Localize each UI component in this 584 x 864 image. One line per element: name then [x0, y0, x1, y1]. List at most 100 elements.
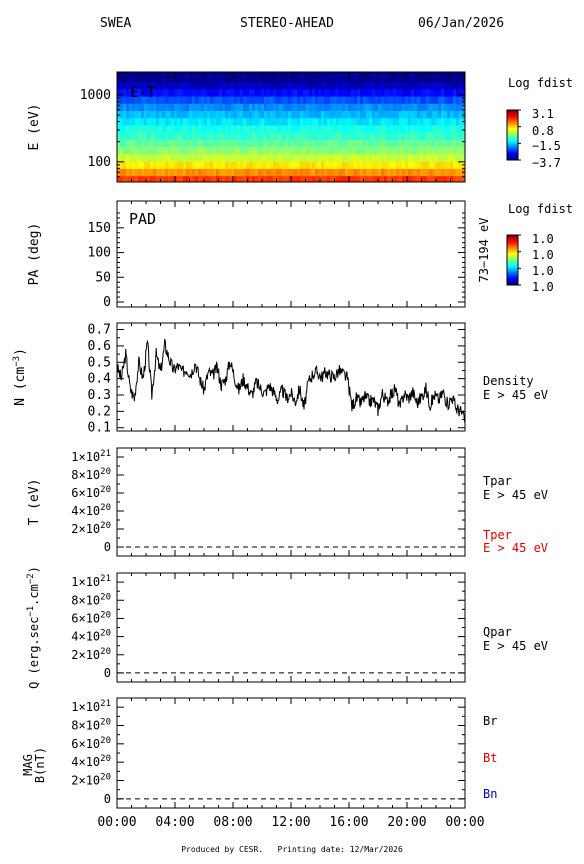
- energy-colorbar-label-2: −1.5: [532, 139, 561, 153]
- spectrogram-cell: [390, 168, 394, 177]
- spectrogram-cell: [222, 117, 226, 126]
- spectrogram-cell: [153, 132, 157, 140]
- spectrogram-cell: [372, 175, 376, 183]
- spectrogram-cell: [423, 139, 427, 148]
- spectrogram-cell: [129, 161, 133, 169]
- density-axis-label: N (cm−3): [12, 348, 28, 406]
- energy-colorbar-step: [507, 152, 518, 154]
- spectrogram-cell: [123, 72, 127, 83]
- spectrogram-cell: [372, 161, 376, 169]
- spectrogram-cell: [366, 132, 370, 140]
- spectrogram-cell: [405, 125, 409, 133]
- spectrogram-cell: [444, 132, 448, 140]
- spectrogram-cell: [420, 146, 424, 155]
- spectrogram-cell: [186, 103, 190, 112]
- spectrogram-cell: [423, 146, 427, 155]
- spectrogram-cell: [168, 81, 172, 90]
- spectrogram-cell: [120, 168, 124, 177]
- spectrogram-cell: [399, 161, 403, 169]
- spectrogram-cell: [144, 125, 148, 133]
- spectrogram-cell: [408, 132, 412, 140]
- spectrogram-cell: [252, 161, 256, 169]
- spectrogram-cell: [192, 168, 196, 177]
- spectrogram-cell: [396, 72, 400, 83]
- spectrogram-cell: [429, 110, 433, 119]
- spectrogram-cell: [363, 96, 367, 104]
- spectrogram-cell: [153, 81, 157, 90]
- heat-flux-tick-label-3: 6×1020: [71, 610, 111, 625]
- spectrogram-cell: [126, 88, 130, 97]
- spectrogram-cell: [384, 161, 388, 169]
- spectrogram-cell: [390, 153, 394, 162]
- spectrogram-cell: [129, 132, 133, 140]
- spectrogram-cell: [333, 146, 337, 155]
- spectrogram-cell: [363, 146, 367, 155]
- spectrogram-cell: [342, 103, 346, 112]
- spectrogram-cell: [270, 88, 274, 97]
- spectrogram-cell: [345, 72, 349, 83]
- spectrogram-cell: [312, 88, 316, 97]
- spectrogram-cell: [318, 110, 322, 119]
- spectrogram-cell: [381, 161, 385, 169]
- spectrogram-cell: [348, 139, 352, 148]
- spectrogram-cell: [243, 117, 247, 126]
- spectrogram-cell: [450, 132, 454, 140]
- spectrogram-cell: [225, 103, 229, 112]
- spectrogram-cell: [141, 175, 145, 183]
- heat-flux-frame: [116, 572, 466, 683]
- spectrogram-cell: [462, 96, 466, 104]
- spectrogram-cell: [306, 72, 310, 83]
- spectrogram-cell: [177, 96, 181, 104]
- energy-colorbar-step: [507, 135, 518, 137]
- spectrogram-cell: [291, 153, 295, 162]
- spectrogram-cell: [144, 168, 148, 177]
- spectrogram-cell: [435, 96, 439, 104]
- spectrogram-cell: [150, 168, 154, 177]
- spectrogram-cell: [138, 153, 142, 162]
- time-tick-label-2: 08:00: [213, 815, 252, 830]
- spectrogram-cell: [120, 139, 124, 148]
- spectrogram-cell: [210, 153, 214, 162]
- spectrogram-cell: [342, 146, 346, 155]
- spectrogram-cell: [432, 161, 436, 169]
- spectrogram-cell: [177, 88, 181, 97]
- spectrogram-cell: [405, 132, 409, 140]
- spectrogram-cell: [285, 139, 289, 148]
- spectrogram-cell: [459, 125, 463, 133]
- spectrogram-cell: [300, 139, 304, 148]
- spectrogram-cell: [438, 81, 442, 90]
- spectrogram-cell: [384, 72, 388, 83]
- energy-colorbar-title: Log fdist: [508, 76, 573, 90]
- spectrogram-cell: [420, 161, 424, 169]
- bn-legend-name: Bn: [483, 787, 497, 801]
- spectrogram-cell: [372, 168, 376, 177]
- pa-colorbar-step: [507, 236, 518, 238]
- spectrogram-cell: [117, 88, 121, 97]
- spectrogram-cell: [207, 168, 211, 177]
- pa-colorbar-step: [507, 238, 518, 240]
- spectrogram-cell: [309, 153, 313, 162]
- spectrogram-cell: [132, 146, 136, 155]
- spectrogram-cell: [162, 146, 166, 155]
- spectrogram-cell: [138, 125, 142, 133]
- spectrogram-cell: [402, 88, 406, 97]
- spectrogram-cell: [240, 88, 244, 97]
- spectrogram-cell: [276, 125, 280, 133]
- spectrogram-cell: [165, 175, 169, 183]
- spectrogram-cell: [294, 96, 298, 104]
- spectrogram-cell: [147, 72, 151, 83]
- spectrogram-cell: [195, 88, 199, 97]
- spectrogram-cell: [264, 125, 268, 133]
- spectrogram-cell: [132, 72, 136, 83]
- spectrogram-cell: [420, 72, 424, 83]
- spectrogram-cell: [327, 175, 331, 183]
- spectrogram-cell: [219, 125, 223, 133]
- spectrogram-cell: [279, 117, 283, 126]
- spectrogram-cell: [192, 117, 196, 126]
- spectrogram-cell: [318, 153, 322, 162]
- spectrogram-cell: [396, 125, 400, 133]
- spectrogram-cell: [453, 125, 457, 133]
- spectrogram-cell: [429, 161, 433, 169]
- spectrogram-cell: [174, 132, 178, 140]
- spectrogram-cell: [126, 117, 130, 126]
